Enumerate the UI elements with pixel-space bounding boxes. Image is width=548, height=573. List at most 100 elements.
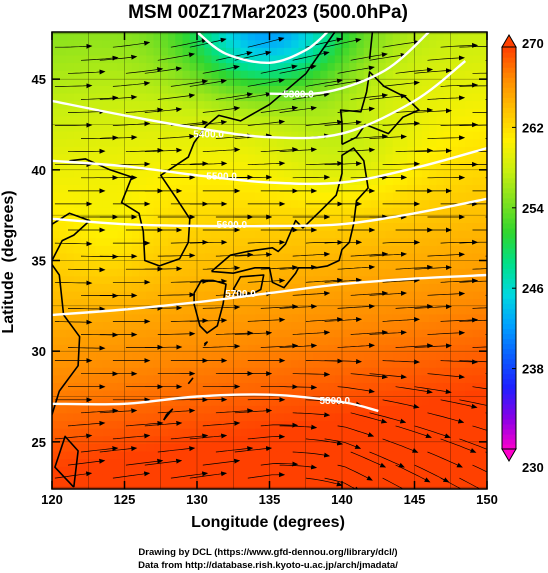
field-cell — [465, 268, 474, 277]
field-cell — [443, 405, 452, 414]
colorbar-cell — [502, 273, 516, 279]
field-cell — [342, 275, 350, 284]
field-cell — [110, 268, 118, 277]
field-cell — [66, 207, 75, 216]
field-cell — [131, 412, 140, 422]
field-cell — [421, 397, 430, 406]
field-cell — [400, 85, 408, 94]
field-cell — [240, 473, 249, 482]
field-cell — [429, 389, 437, 399]
field-cell — [262, 260, 271, 269]
field-cell — [356, 47, 365, 56]
field-cell — [436, 214, 445, 224]
field-cell — [414, 222, 423, 231]
field-cell — [450, 32, 459, 41]
field-cell — [465, 62, 474, 71]
field-cell — [153, 184, 162, 193]
field-cell — [146, 153, 155, 163]
coastline — [203, 341, 208, 347]
field-cell — [429, 450, 437, 460]
field-cell — [371, 412, 379, 422]
field-cell — [443, 260, 452, 269]
field-cell — [189, 344, 198, 353]
streamline — [414, 148, 452, 154]
field-cell — [117, 412, 126, 422]
field-cell — [95, 397, 104, 406]
field-cell — [52, 298, 60, 307]
field-cell — [320, 290, 329, 300]
field-cell — [139, 473, 147, 482]
field-cell — [334, 306, 343, 315]
field-cell — [465, 131, 474, 140]
field-cell — [88, 138, 97, 147]
field-cell — [247, 108, 256, 117]
field-cell — [421, 359, 430, 368]
field-cell — [110, 321, 118, 330]
field-cell — [342, 268, 350, 277]
field-cell — [189, 32, 198, 41]
field-cell — [392, 283, 401, 292]
field-cell — [153, 214, 162, 224]
field-cell — [313, 47, 321, 56]
field-cell — [414, 298, 423, 307]
field-cell — [421, 298, 430, 307]
field-cell — [211, 115, 220, 124]
field-cell — [124, 92, 133, 102]
streamline — [67, 267, 106, 273]
field-cell — [385, 230, 394, 239]
streamline — [125, 147, 164, 153]
field-cell — [73, 191, 82, 201]
field-cell — [320, 306, 329, 315]
field-cell — [131, 443, 140, 452]
field-cell — [414, 70, 423, 79]
field-cell — [175, 153, 184, 163]
field-cell — [153, 245, 162, 254]
field-cell — [363, 283, 372, 292]
field-cell — [472, 367, 481, 376]
field-cell — [59, 32, 68, 41]
streamline — [440, 399, 478, 409]
field-cell — [349, 367, 358, 376]
field-cell — [66, 306, 75, 315]
field-cell — [102, 100, 111, 109]
field-cell — [81, 115, 89, 124]
field-cell — [414, 382, 423, 391]
field-cell — [407, 336, 416, 345]
field-cell — [371, 176, 379, 185]
field-cell — [363, 207, 372, 216]
field-cell — [52, 39, 60, 48]
field-cell — [95, 481, 104, 489]
field-cell — [226, 313, 234, 323]
field-cell — [320, 54, 329, 64]
field-cell — [117, 32, 126, 41]
field-cell — [139, 466, 147, 475]
field-cell — [204, 39, 213, 48]
field-cell — [327, 123, 336, 132]
field-cell — [73, 435, 82, 444]
field-cell — [450, 146, 459, 155]
field-cell — [247, 268, 256, 277]
field-cell — [378, 321, 387, 330]
field-cell — [52, 260, 60, 269]
coastline — [210, 147, 369, 289]
field-cell — [421, 123, 430, 132]
field-cell — [429, 329, 437, 338]
field-cell — [407, 351, 416, 361]
field-cell — [436, 389, 445, 399]
field-cell — [81, 344, 89, 353]
field-cell — [276, 260, 285, 269]
field-cell — [414, 85, 423, 94]
field-cell — [139, 268, 147, 277]
field-cell — [197, 283, 205, 292]
streamline — [414, 343, 452, 349]
field-cell — [450, 245, 459, 254]
field-cell — [472, 466, 481, 475]
field-cell — [226, 450, 234, 460]
field-cell — [334, 473, 343, 482]
field-cell — [276, 54, 285, 64]
y-tick-label: 40 — [32, 163, 46, 178]
field-cell — [465, 367, 474, 376]
field-cell — [197, 85, 205, 94]
field-cell — [59, 374, 68, 383]
field-cell — [262, 207, 271, 216]
